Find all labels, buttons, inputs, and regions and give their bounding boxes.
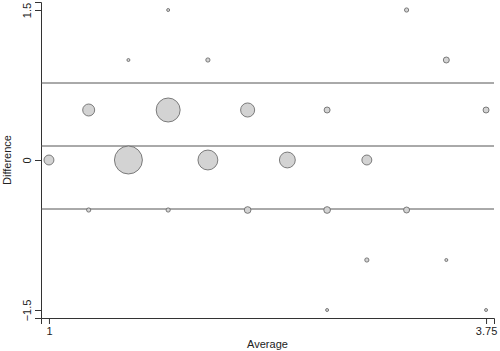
tick-label: −1.5 xyxy=(21,300,33,322)
mean-line xyxy=(41,146,494,147)
bubble xyxy=(485,309,488,312)
limit-line xyxy=(41,83,494,84)
bubble xyxy=(166,208,170,212)
bubble xyxy=(279,152,295,168)
tick: 0 xyxy=(21,157,41,163)
plot: 13.75−1.501.5AverageDifference xyxy=(1,3,497,351)
bubble xyxy=(244,207,251,214)
tick-label: 1.5 xyxy=(21,3,33,18)
tick-mark xyxy=(35,10,41,11)
tick-mark xyxy=(35,310,41,311)
tick-label: 3.75 xyxy=(476,325,497,337)
tick-mark xyxy=(35,160,41,161)
tick: 3.75 xyxy=(476,318,497,337)
bubble xyxy=(443,57,449,63)
y-axis: −1.5 0 1.5 xyxy=(21,3,42,322)
bubble xyxy=(445,259,448,262)
marks xyxy=(41,8,494,312)
bubble xyxy=(206,58,210,62)
limit-line xyxy=(41,209,494,210)
tick: 1.5 xyxy=(21,3,41,18)
bubble xyxy=(365,258,369,262)
bubble xyxy=(167,9,170,12)
x-axis: 13.75 xyxy=(42,318,498,337)
tick: 1 xyxy=(46,318,52,337)
bubble xyxy=(404,207,410,213)
tick-mark xyxy=(49,318,50,324)
chart: 13.75−1.501.5AverageDifference xyxy=(0,0,500,351)
tick-label: 0 xyxy=(21,157,33,163)
bubble xyxy=(114,146,142,174)
bubble xyxy=(362,155,372,165)
bubble xyxy=(241,103,255,117)
axis-line xyxy=(35,3,42,319)
x-axis-title: Average xyxy=(247,338,288,350)
bubble xyxy=(198,150,218,170)
axis-line xyxy=(42,319,495,325)
bubble xyxy=(324,207,331,214)
bubble xyxy=(326,309,329,312)
tick-mark xyxy=(486,318,487,324)
bubble xyxy=(483,107,489,113)
tick: −1.5 xyxy=(21,300,41,322)
bubble xyxy=(404,8,408,12)
bubble xyxy=(156,98,180,122)
bubble xyxy=(87,208,91,212)
bubble xyxy=(44,155,54,165)
bubble xyxy=(83,104,95,116)
tick-label: 1 xyxy=(46,325,52,337)
y-axis-title: Difference xyxy=(1,135,13,185)
bubble xyxy=(324,107,330,113)
bubble xyxy=(127,59,130,62)
